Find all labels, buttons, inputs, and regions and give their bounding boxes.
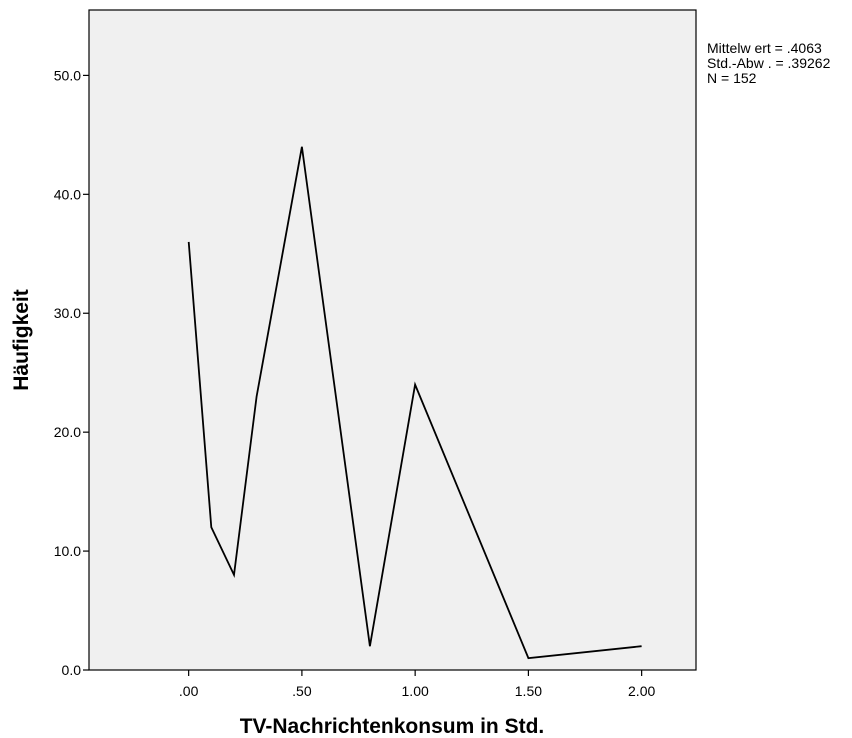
x-tick-label: 2.00 [628, 683, 655, 699]
y-tick-label: 0.0 [62, 662, 82, 678]
x-axis: .00 .50 1.00 1.50 2.00 [179, 670, 656, 699]
stat-n: N = 152 [707, 71, 830, 86]
y-tick-label: 10.0 [54, 543, 81, 559]
y-tick-label: 20.0 [54, 424, 81, 440]
y-axis-title: Häufigkeit [10, 289, 33, 391]
stat-sd: Std.-Abw . = .39262 [707, 56, 830, 71]
y-tick-label: 40.0 [54, 186, 81, 202]
y-tick-label: 50.0 [54, 67, 81, 83]
x-tick-label: .50 [292, 683, 312, 699]
x-tick-label: .00 [179, 683, 199, 699]
y-axis: 0.0 10.0 20.0 30.0 40.0 50.0 [54, 67, 89, 678]
statistics-box: Mittelw ert = .4063 Std.-Abw . = .39262 … [707, 41, 830, 86]
plot-area [89, 10, 696, 670]
y-tick-label: 30.0 [54, 305, 81, 321]
x-tick-label: 1.50 [515, 683, 542, 699]
x-tick-label: 1.00 [402, 683, 429, 699]
stat-mean: Mittelw ert = .4063 [707, 41, 830, 56]
x-axis-title: TV-Nachrichtenkonsum in Std. [240, 715, 545, 738]
